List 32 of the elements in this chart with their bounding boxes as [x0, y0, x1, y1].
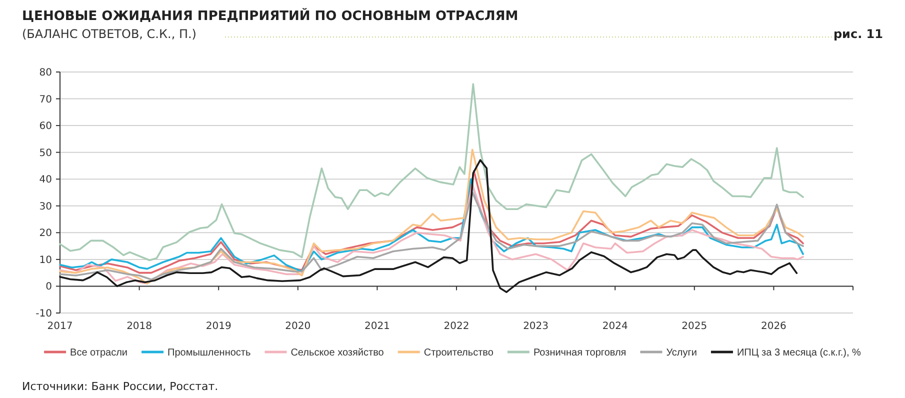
y-tick-label: 40: [39, 174, 52, 186]
y-tick-label: 10: [39, 254, 52, 266]
x-tick-label: 2025: [682, 321, 708, 332]
x-tick-label: 2022: [444, 321, 470, 332]
text: рис. 11: [833, 27, 883, 41]
legend-label: Сельское хозяйство: [290, 348, 384, 358]
y-tick-label: 30: [39, 201, 52, 212]
x-tick-label: 2018: [126, 321, 152, 332]
x-tick-label: 2020: [285, 321, 311, 332]
legend-label: Услуги: [666, 348, 697, 358]
y-tick-label: 70: [39, 94, 52, 106]
y-tick-label: 20: [39, 228, 52, 240]
chart-subtitle: (БАЛАНС ОТВЕТОВ, С.К., П.): [22, 27, 196, 41]
x-tick-label: 2024: [602, 321, 628, 332]
x-tick-label: 2021: [364, 321, 390, 332]
legend-label: Все отрасли: [70, 348, 128, 358]
y-tick-label: 50: [39, 148, 52, 159]
x-tick-label: 2026: [760, 321, 786, 332]
legend-label: Строительство: [424, 348, 494, 358]
x-tick-label: 2019: [206, 321, 232, 332]
legend-label: Розничная торговля: [533, 348, 626, 358]
legend-label: ИПЦ за 3 месяца (с.к.г.), %: [736, 348, 862, 358]
legend-label: Промышленность: [168, 348, 251, 358]
y-tick-label: -10: [36, 308, 52, 320]
line-series: [59, 83, 804, 262]
x-tick-label: 2017: [47, 321, 73, 332]
y-tick-label: 60: [39, 121, 52, 132]
chart-title: ЦЕНОВЫЕ ОЖИДАНИЯ ПРЕДПРИЯТИЙ ПО ОСНОВНЫМ ОТРАСЛЯМ: [22, 7, 518, 24]
text: Источники: Банк России, Росстат.: [22, 380, 218, 393]
y-tick-label: 0: [46, 282, 52, 293]
y-tick-label: 80: [39, 68, 52, 78]
x-tick-label: 2023: [523, 321, 549, 332]
